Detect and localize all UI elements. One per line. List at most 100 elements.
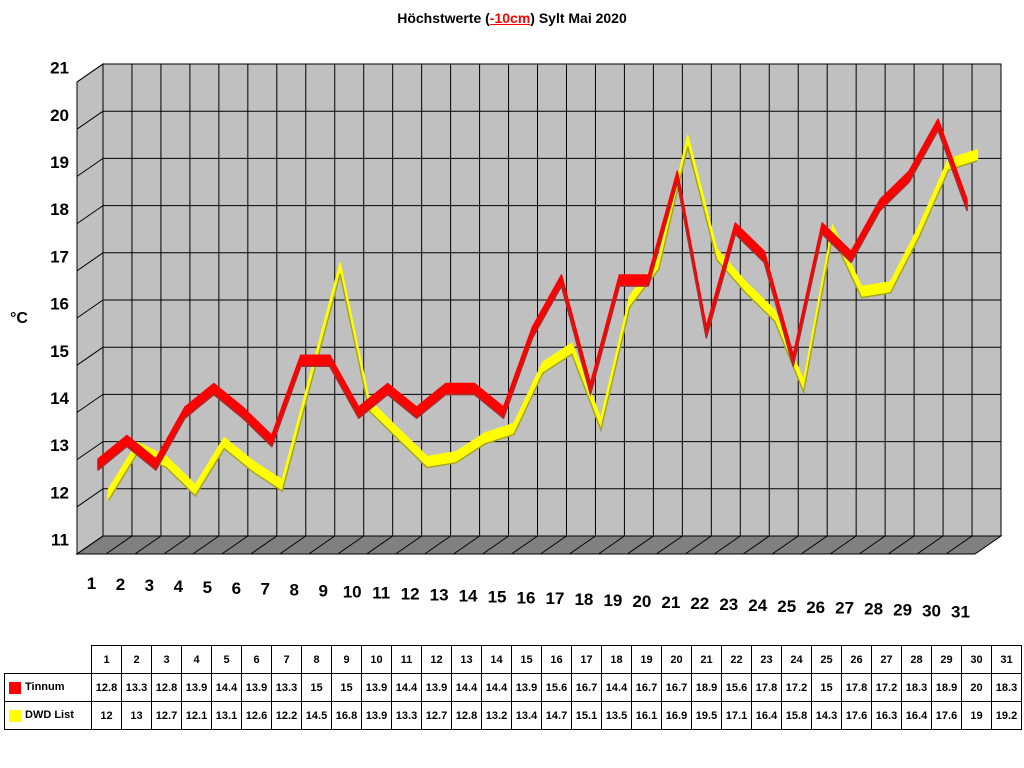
table-header-cell: 28 (901, 645, 932, 674)
table-cell: 15.6 (541, 673, 572, 702)
table-header-cell: 4 (181, 645, 212, 674)
y-tick-label: 15 (50, 342, 69, 361)
table-header-cell: 19 (631, 645, 662, 674)
table-cell: 14.4 (451, 673, 482, 702)
table-cell: 12.8 (451, 701, 482, 730)
x-tick-label: 27 (835, 599, 854, 618)
chart-walls (75, 63, 1003, 555)
table-header-cell: 17 (571, 645, 602, 674)
chart-title: Höchstwerte (-10cm) Sylt Mai 2020 (397, 10, 627, 26)
table-cell: 17.2 (871, 673, 902, 702)
table-header-cell: 13 (451, 645, 482, 674)
h-gridline-side (76, 346, 104, 366)
y-tick-label: 17 (50, 247, 69, 266)
x-tick-label: 30 (922, 602, 941, 621)
table-cell: 14.5 (301, 701, 332, 730)
table-cell: 12.8 (151, 673, 182, 702)
x-tick-labels: 1 2 3 4 5 6 7 8 9 10 11 12 13 14 15 16 17 18 19 20 21 22 23 24 2… (87, 574, 970, 622)
x-tick-label: 2 (116, 575, 125, 594)
x-tick-label: 15 (488, 587, 507, 606)
data-table: 1 2 3 4 5 6 7 8 9 10 11 12 13 14 15 16 17 18 19 20 21 22 23 24 2… (4, 645, 1022, 730)
y-tick-labels: 11 12 13 14 15 16 17 18 19 20 21 (50, 59, 69, 550)
chart-title-highlight: -10cm (489, 10, 531, 26)
table-cell: 14.4 (481, 673, 512, 702)
table-header-cell: 20 (661, 645, 692, 674)
x-tick-label: 22 (690, 594, 709, 613)
y-tick-label: 14 (50, 389, 69, 408)
table-header-cell: 22 (721, 645, 752, 674)
floor-gridline (366, 535, 393, 555)
table-header-cell: 26 (841, 645, 872, 674)
series-shadow (97, 128, 968, 472)
table-cell: 13.2 (481, 701, 512, 730)
y-tick-label: 20 (50, 106, 69, 125)
legend-label: DWD List (25, 709, 74, 722)
table-cell: 13.1 (211, 701, 242, 730)
h-gridline-side (76, 157, 104, 177)
h-gridline-side (76, 299, 104, 319)
table-cell: 12.6 (241, 701, 272, 730)
floor-gridline (337, 535, 364, 555)
floor-gridline (395, 535, 422, 555)
table-header-cell: 14 (481, 645, 512, 674)
x-tick-label: 25 (777, 597, 796, 616)
table-header-cell: 30 (961, 645, 992, 674)
table-cell: 12.1 (181, 701, 212, 730)
table-header-cell: 31 (991, 645, 1022, 674)
table-cell: 12.2 (271, 701, 302, 730)
h-gridline-side (76, 205, 104, 225)
x-tick-label: 8 (290, 581, 299, 600)
x-tick-label: 16 (517, 588, 536, 607)
table-cell: 16.8 (331, 701, 362, 730)
h-gridline-side (76, 63, 104, 83)
table-cell: 14.3 (811, 701, 842, 730)
floor-gridline (598, 535, 625, 555)
table-cell: 16.7 (631, 673, 662, 702)
x-tick-label: 6 (232, 579, 241, 598)
table-cell: 13.9 (241, 673, 272, 702)
x-tick-label: 13 (430, 585, 449, 604)
floor-gridline (424, 535, 451, 555)
floor-gridline (858, 535, 886, 555)
table-cell: 13.3 (271, 673, 302, 702)
table-cell: 18.3 (901, 673, 932, 702)
floor-gridline (250, 535, 278, 555)
table-cell: 17.6 (841, 701, 872, 730)
floor-gridline (105, 535, 133, 555)
table-cell: 14.4 (391, 673, 422, 702)
floor-gridline (771, 535, 799, 555)
table-header-cell: 18 (601, 645, 632, 674)
table-header-cell: 24 (781, 645, 812, 674)
table-cell: 14.4 (211, 673, 242, 702)
floor-gridline (192, 535, 220, 555)
table-header-cell: 8 (301, 645, 332, 674)
table-header-cell: 21 (691, 645, 722, 674)
table-cell: 17.8 (841, 673, 872, 702)
floor-gridline (714, 535, 741, 555)
floor-gridline (887, 535, 915, 555)
table-cell: 12 (91, 701, 122, 730)
x-tick-label: 3 (145, 576, 154, 595)
table-cell: 15 (331, 673, 362, 702)
floor-gridline (540, 535, 567, 555)
table-header-cell: 5 (211, 645, 242, 674)
y-tick-label: 19 (50, 153, 69, 172)
table-header-cell: 12 (421, 645, 452, 674)
table-header-cell: 25 (811, 645, 842, 674)
x-tick-label: 24 (748, 596, 767, 615)
table-cell: 13.5 (601, 701, 632, 730)
table-header-cell: 27 (871, 645, 902, 674)
table-cell: 15.1 (571, 701, 602, 730)
table-cell: 19.2 (991, 701, 1022, 730)
table-cell: 13.9 (421, 673, 452, 702)
table-cell: 17.6 (931, 701, 962, 730)
table-cell: 13.3 (121, 673, 152, 702)
legend-label: Tinnum (25, 681, 65, 694)
y-tick-label: 11 (51, 531, 69, 550)
floor-gridline (627, 535, 654, 555)
table-cell: 16.1 (631, 701, 662, 730)
x-tick-label: 10 (343, 583, 362, 602)
table-row: DWD List 12 13 12.7 12.1 13.1 12.6 12.2 14.5 16.8… (4, 701, 1022, 730)
table-cell: 18.9 (931, 673, 962, 702)
